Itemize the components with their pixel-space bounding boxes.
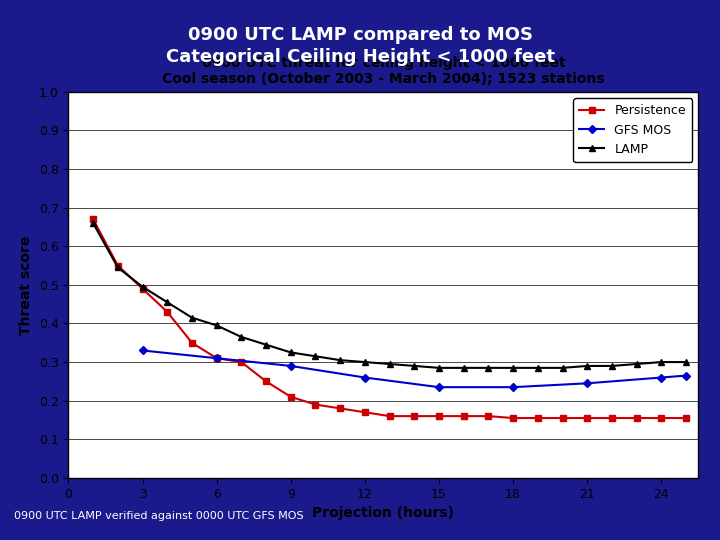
LAMP bbox=[138, 284, 147, 290]
Persistence bbox=[632, 415, 641, 421]
Line: LAMP: LAMP bbox=[90, 220, 689, 371]
GFS MOS bbox=[657, 374, 666, 381]
Persistence bbox=[212, 355, 221, 361]
LAMP bbox=[237, 334, 246, 340]
LAMP bbox=[534, 364, 542, 371]
Persistence bbox=[385, 413, 394, 420]
LAMP bbox=[459, 364, 468, 371]
LAMP bbox=[163, 299, 171, 306]
X-axis label: Projection (hours): Projection (hours) bbox=[312, 506, 454, 520]
GFS MOS bbox=[509, 384, 518, 390]
GFS MOS bbox=[287, 363, 295, 369]
Persistence bbox=[114, 262, 122, 269]
Persistence bbox=[361, 409, 369, 415]
LAMP bbox=[212, 322, 221, 329]
LAMP bbox=[509, 364, 518, 371]
Persistence bbox=[287, 394, 295, 400]
Line: GFS MOS: GFS MOS bbox=[140, 347, 689, 390]
LAMP bbox=[262, 341, 271, 348]
Persistence bbox=[534, 415, 542, 421]
Persistence bbox=[608, 415, 616, 421]
LAMP bbox=[583, 363, 592, 369]
GFS MOS bbox=[212, 355, 221, 361]
Persistence bbox=[583, 415, 592, 421]
Text: 0900 UTC LAMP verified against 0000 UTC GFS MOS: 0900 UTC LAMP verified against 0000 UTC … bbox=[14, 511, 304, 521]
LAMP bbox=[311, 353, 320, 360]
Persistence bbox=[262, 378, 271, 384]
Persistence bbox=[138, 286, 147, 292]
LAMP bbox=[484, 364, 492, 371]
Persistence bbox=[163, 309, 171, 315]
LAMP bbox=[558, 364, 567, 371]
Persistence bbox=[311, 401, 320, 408]
Persistence bbox=[509, 415, 518, 421]
LAMP bbox=[89, 220, 97, 226]
LAMP bbox=[287, 349, 295, 356]
Persistence bbox=[558, 415, 567, 421]
Persistence bbox=[89, 216, 97, 222]
LAMP bbox=[410, 363, 418, 369]
LAMP bbox=[632, 361, 641, 367]
GFS MOS bbox=[682, 373, 690, 379]
GFS MOS bbox=[361, 374, 369, 381]
Title: 0900 UTC threat for ceiling height < 1000 feet
Cool season (October 2003 - March: 0900 UTC threat for ceiling height < 100… bbox=[162, 56, 605, 86]
GFS MOS bbox=[435, 384, 444, 390]
GFS MOS bbox=[583, 380, 592, 387]
LAMP bbox=[682, 359, 690, 366]
Text: 0900 UTC LAMP compared to MOS: 0900 UTC LAMP compared to MOS bbox=[187, 26, 533, 44]
LAMP bbox=[336, 357, 344, 363]
GFS MOS bbox=[138, 347, 147, 354]
Y-axis label: Threat score: Threat score bbox=[19, 235, 33, 335]
Text: Categorical Ceiling Height < 1000 feet: Categorical Ceiling Height < 1000 feet bbox=[166, 48, 554, 66]
Persistence bbox=[657, 415, 666, 421]
Persistence bbox=[459, 413, 468, 420]
Persistence bbox=[435, 413, 444, 420]
LAMP bbox=[657, 359, 666, 366]
Persistence bbox=[336, 405, 344, 411]
Persistence bbox=[484, 413, 492, 420]
Persistence bbox=[682, 415, 690, 421]
LAMP bbox=[385, 361, 394, 367]
Persistence bbox=[237, 359, 246, 366]
LAMP bbox=[361, 359, 369, 366]
LAMP bbox=[608, 363, 616, 369]
Persistence bbox=[410, 413, 418, 420]
LAMP bbox=[435, 364, 444, 371]
Persistence bbox=[188, 340, 197, 346]
LAMP bbox=[188, 314, 197, 321]
Line: Persistence: Persistence bbox=[90, 216, 689, 421]
LAMP bbox=[114, 264, 122, 271]
Legend: Persistence, GFS MOS, LAMP: Persistence, GFS MOS, LAMP bbox=[573, 98, 692, 162]
